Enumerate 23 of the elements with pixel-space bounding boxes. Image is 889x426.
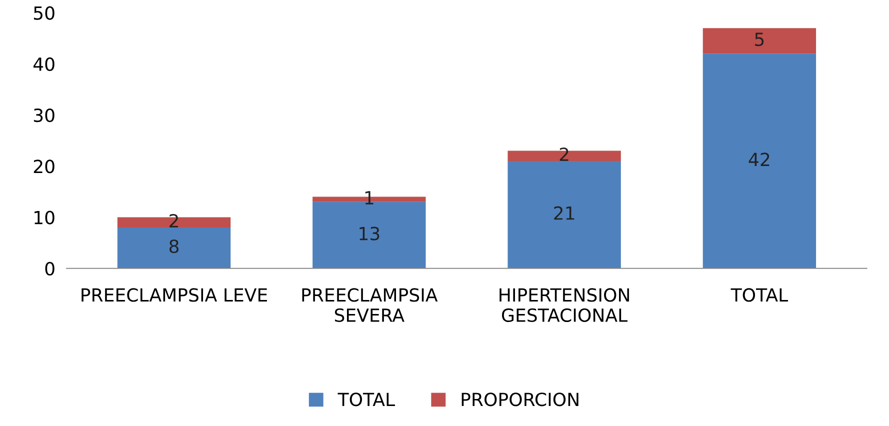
data-label: 13 xyxy=(360,226,380,240)
x-tick-label: HIPERTENSION GESTACIONAL xyxy=(500,288,629,322)
x-tick-label: TOTAL xyxy=(730,288,788,302)
y-tick-label: 50 xyxy=(34,6,54,20)
data-label: 8 xyxy=(169,240,179,254)
y-tick-label: 20 xyxy=(34,160,54,174)
bar xyxy=(508,161,621,268)
y-tick-label: 30 xyxy=(34,108,54,122)
data-label: 21 xyxy=(554,206,574,220)
bar xyxy=(702,54,816,268)
data-label: 42 xyxy=(748,152,770,166)
x-tick-label: PREECLAMPSIA LEVE xyxy=(82,288,267,302)
y-tick-label: 0 xyxy=(45,262,54,276)
y-tick-label: 10 xyxy=(34,210,54,224)
bar xyxy=(117,227,231,268)
legend-label: TOTAL xyxy=(338,392,395,406)
x-tick-label: PREECLAMPSIA SEVERA xyxy=(302,288,438,322)
y-tick-label: 40 xyxy=(33,57,54,72)
bar xyxy=(702,28,816,54)
data-label: 5 xyxy=(755,32,764,46)
data-label: 2 xyxy=(560,148,568,161)
data-label: 2 xyxy=(170,214,178,228)
legend-label: PROPORCION xyxy=(462,392,578,406)
